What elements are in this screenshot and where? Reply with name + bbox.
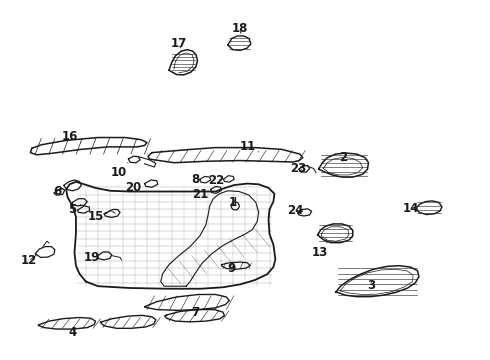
Text: 21: 21: [192, 188, 212, 201]
Text: 4: 4: [69, 327, 76, 339]
Text: 13: 13: [311, 242, 328, 258]
Text: 5: 5: [69, 203, 81, 216]
Text: 14: 14: [402, 202, 419, 215]
Text: 10: 10: [110, 163, 127, 179]
Text: 1: 1: [229, 196, 237, 209]
Text: 19: 19: [84, 251, 100, 264]
Text: 11: 11: [239, 140, 259, 153]
Text: 20: 20: [125, 181, 145, 194]
Text: 23: 23: [290, 162, 306, 175]
Text: 12: 12: [20, 255, 37, 267]
Text: 22: 22: [208, 174, 225, 186]
Text: 6: 6: [54, 185, 62, 198]
Text: 24: 24: [287, 204, 303, 217]
Text: 7: 7: [191, 306, 203, 319]
Text: 2: 2: [339, 151, 347, 164]
Text: 3: 3: [368, 279, 375, 292]
Text: 17: 17: [171, 37, 187, 50]
Text: 15: 15: [87, 210, 107, 222]
Text: 16: 16: [61, 130, 81, 143]
Text: 8: 8: [191, 173, 199, 186]
Text: 9: 9: [227, 262, 235, 275]
Text: 18: 18: [232, 22, 248, 35]
